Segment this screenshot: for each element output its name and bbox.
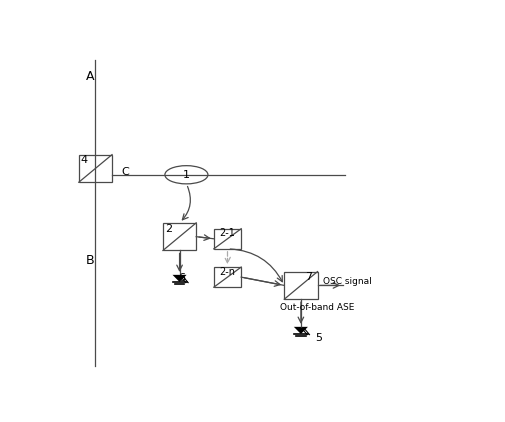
- Text: 4: 4: [80, 155, 87, 165]
- Polygon shape: [294, 327, 308, 334]
- Text: 6: 6: [179, 273, 185, 283]
- Text: A: A: [85, 70, 94, 83]
- Text: OSC signal: OSC signal: [323, 277, 372, 286]
- Text: 2-1: 2-1: [220, 228, 235, 238]
- Bar: [214, 267, 241, 287]
- Text: 5: 5: [316, 333, 323, 343]
- Bar: [214, 229, 241, 249]
- Text: B: B: [85, 254, 94, 267]
- Text: 2-n: 2-n: [220, 267, 235, 276]
- Bar: [79, 154, 112, 182]
- Bar: [284, 272, 318, 299]
- Text: C: C: [122, 167, 130, 177]
- Text: 1: 1: [183, 170, 190, 180]
- Text: Out-of-band ASE: Out-of-band ASE: [280, 303, 355, 312]
- Text: 7: 7: [306, 273, 313, 282]
- Text: 2: 2: [165, 224, 172, 234]
- Polygon shape: [173, 275, 187, 282]
- Bar: [163, 223, 196, 251]
